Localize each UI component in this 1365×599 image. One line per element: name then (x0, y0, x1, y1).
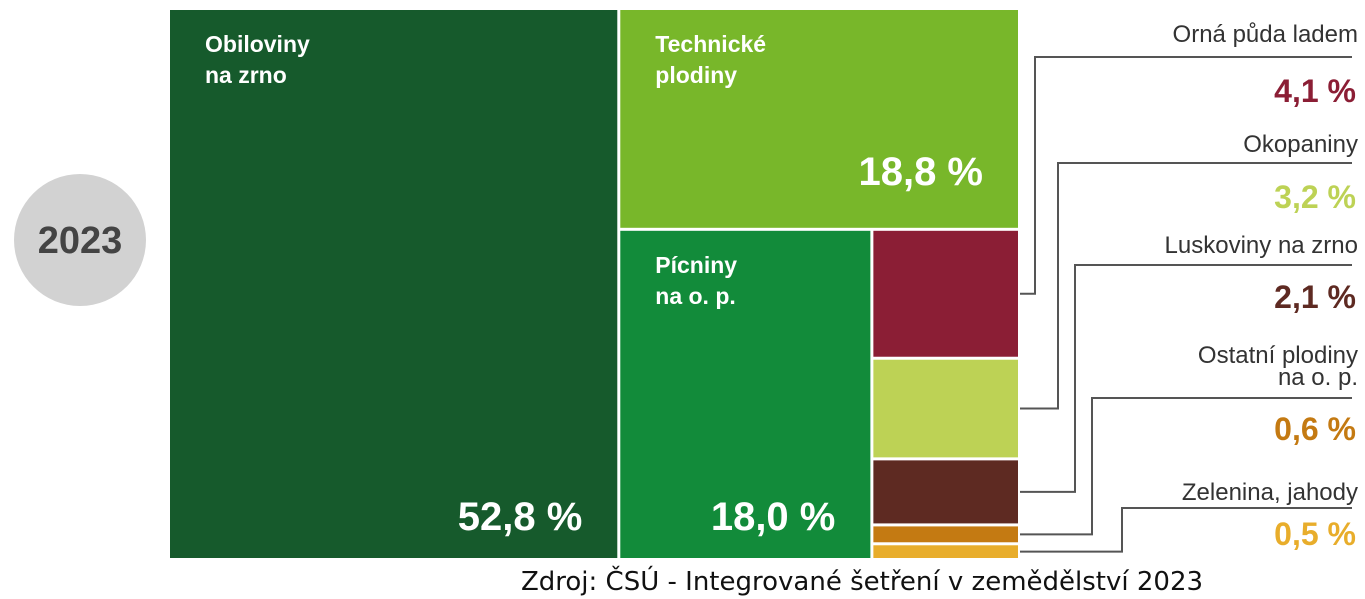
connector (1020, 56, 1352, 295)
legend-name: Zelenina, jahody (1182, 479, 1358, 506)
tile-value: 18,0 % (711, 495, 836, 539)
legend-value: 0,6 % (1274, 411, 1356, 447)
year-badge (14, 174, 146, 306)
legend-value: 3,2 % (1274, 179, 1356, 215)
tile-value: 52,8 % (458, 495, 583, 539)
tile-name: Pícniny na o. p. (655, 252, 737, 309)
connector (1020, 162, 1352, 410)
tile-name: Obiloviny na zrno (205, 31, 310, 88)
tile (620, 10, 1018, 228)
connector (1020, 264, 1352, 493)
tile-value: 18,8 % (858, 150, 983, 194)
legend-name: Luskoviny na zrno (1165, 232, 1358, 259)
tile (620, 230, 871, 558)
legend-value: 2,1 % (1274, 279, 1356, 315)
tile-name: Technické plodiny (655, 31, 766, 88)
tile (873, 545, 1018, 558)
legend-name: Okopaniny (1243, 131, 1358, 158)
legend-name: Orná půda ladem (1173, 21, 1358, 48)
legend-value: 4,1 % (1274, 73, 1356, 109)
tile (873, 526, 1018, 543)
source: Zdroj: ČSÚ - Integrované šetření v zeměd… (521, 565, 1203, 597)
tile (170, 10, 618, 558)
year: 2023 (38, 220, 123, 262)
legend-value: 0,5 % (1274, 516, 1356, 552)
tile (873, 460, 1018, 524)
tile (873, 359, 1018, 458)
connector (1020, 507, 1352, 553)
tile (873, 230, 1018, 357)
connector (1020, 397, 1352, 536)
legend-name: Ostatní plodiny na o. p. (1198, 342, 1358, 391)
